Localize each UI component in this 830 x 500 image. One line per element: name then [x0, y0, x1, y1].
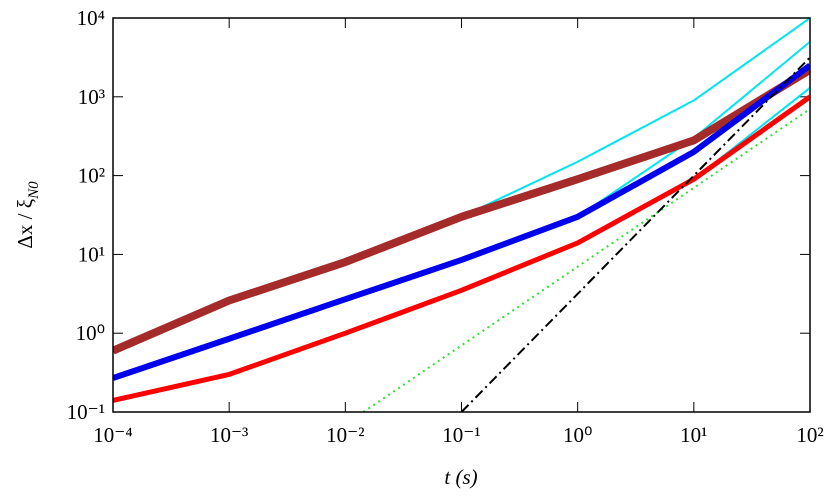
y-axis-label: Δx / ξN0: [13, 181, 42, 249]
x-tick-label: 10²: [796, 423, 823, 447]
data-line: [113, 18, 810, 351]
y-tick-label: 10⁴: [77, 6, 105, 30]
data-line: [113, 94, 810, 403]
x-tick-label: 10⁰: [563, 423, 592, 447]
plot-frame: [112, 17, 811, 413]
x-tick-label: 10⁻²: [326, 423, 364, 447]
x-tick-label: 10¹: [680, 423, 707, 447]
y-tick-label: 10³: [78, 85, 105, 109]
x-tick-label: 10⁻⁴: [93, 423, 132, 447]
x-axis-label: t (s): [444, 465, 477, 489]
y-tick-label: 10⁻¹: [67, 400, 105, 424]
x-tick-label: 10⁻³: [210, 423, 248, 447]
y-label-main: Δx / ξ: [13, 199, 37, 249]
data-line: [113, 66, 810, 355]
data-line: [460, 56, 810, 412]
x-tick-label: 10⁻¹: [442, 423, 480, 447]
y-tick-label: 10¹: [78, 242, 105, 266]
y-label-sub: N0: [26, 181, 42, 200]
data-line: [113, 63, 810, 381]
y-tick-label: 10⁰: [76, 321, 105, 345]
y-tick-label: 10²: [78, 164, 105, 188]
data-line: [362, 108, 810, 412]
